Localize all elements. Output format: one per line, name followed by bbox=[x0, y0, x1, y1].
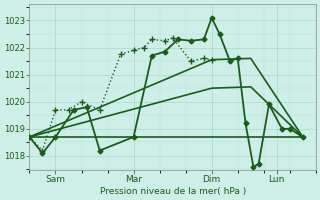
X-axis label: Pression niveau de la mer( hPa ): Pression niveau de la mer( hPa ) bbox=[100, 187, 246, 196]
